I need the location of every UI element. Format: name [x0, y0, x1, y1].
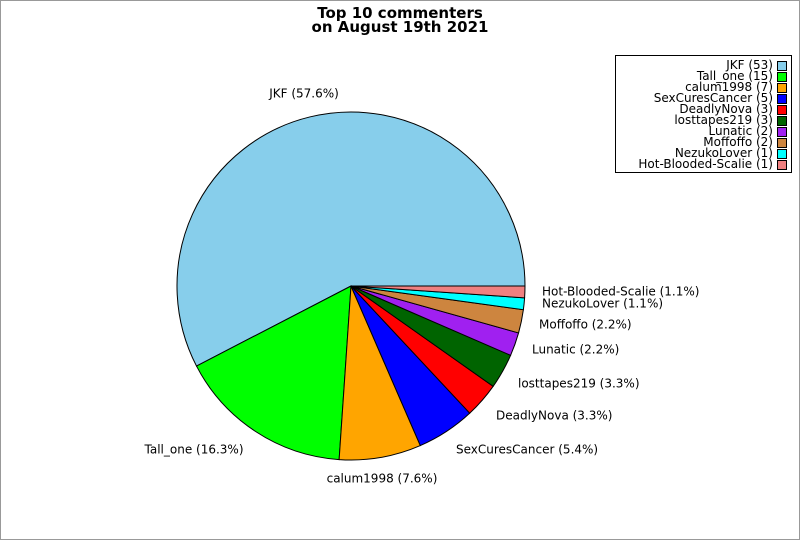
legend-swatch — [777, 104, 787, 115]
legend-item-calum1998: calum1998 (7) — [685, 80, 787, 94]
legend-swatch — [777, 137, 787, 148]
slice-label-nezukolover: NezukoLover (1.1%) — [542, 297, 663, 311]
pie-slice-jkf — [176, 111, 526, 367]
legend-swatch — [777, 93, 787, 104]
chart-title-line1: Top 10 commenters — [317, 4, 483, 22]
legend: JKF (53) Tall_one (15) calum1998 (7) SexCur… — [615, 55, 792, 173]
legend-label: DeadlyNova (3) — [679, 102, 773, 116]
slice-label-tall_one: Tall_one (16.3%) — [144, 443, 244, 457]
legend-item-sexcurescancer: SexCuresCancer (5) — [653, 91, 787, 105]
legend-label: Tall_one (15) — [696, 69, 773, 83]
slice-label-jkf: JKF (57.6%) — [268, 87, 339, 101]
legend-label: calum1998 (7) — [685, 80, 773, 94]
legend-item-tall_one: Tall_one (15) — [696, 69, 787, 83]
slice-label-calum1998: calum1998 (7.6%) — [327, 472, 438, 486]
legend-swatch — [777, 115, 787, 126]
slice-label-lunatic: Lunatic (2.2%) — [532, 343, 619, 357]
legend-swatch — [777, 148, 787, 159]
legend-swatch — [777, 126, 787, 137]
legend-swatch — [777, 60, 787, 71]
legend-label: JKF (53) — [726, 58, 773, 72]
legend-item-jkf: JKF (53) — [726, 58, 787, 72]
legend-label: Lunatic (2) — [708, 124, 774, 138]
slice-label-hot-blooded-scalie: Hot-Blooded-Scalie (1.1%) — [542, 285, 699, 299]
legend-swatch — [777, 71, 787, 82]
legend-swatch — [777, 82, 787, 93]
legend-swatch — [777, 159, 787, 170]
legend-label: Moffoffo (2) — [703, 135, 773, 149]
legend-label: losttapes219 (3) — [674, 113, 773, 127]
slice-label-deadlynova: DeadlyNova (3.3%) — [496, 409, 612, 423]
legend-item-lunatic: Lunatic (2) — [708, 124, 787, 138]
legend-label: NezukoLover (1) — [674, 146, 773, 160]
pie-slice-tall_one — [195, 285, 352, 461]
legend-label: Hot-Blooded-Scalie (1) — [638, 157, 773, 171]
chart-title-line2: on August 19th 2021 — [311, 18, 489, 36]
slice-label-losttapes219: losttapes219 (3.3%) — [518, 377, 640, 391]
slice-label-sexcurescancer: SexCuresCancer (5.4%) — [456, 443, 598, 457]
legend-item-losttapes219: losttapes219 (3) — [674, 113, 787, 127]
legend-item-moffoffo: Moffoffo (2) — [703, 135, 787, 149]
pie-slice-hot-blooded-scalie — [350, 285, 526, 299]
slice-label-moffoffo: Moffoffo (2.2%) — [539, 318, 632, 332]
legend-label: SexCuresCancer (5) — [653, 91, 773, 105]
legend-item-hot-blooded-scalie: Hot-Blooded-Scalie (1) — [638, 157, 787, 171]
legend-item-nezukolover: NezukoLover (1) — [674, 146, 787, 160]
legend-item-deadlynova: DeadlyNova (3) — [679, 102, 787, 116]
